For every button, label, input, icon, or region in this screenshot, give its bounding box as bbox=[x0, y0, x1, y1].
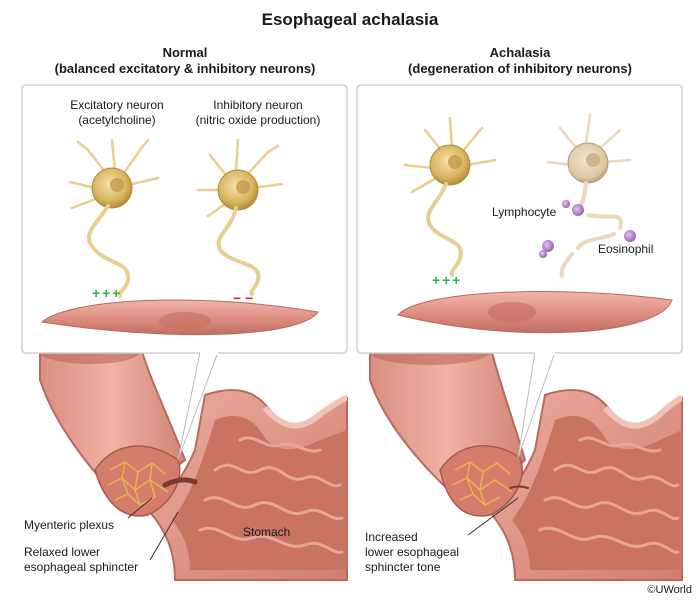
inhibitory-signal-normal: − − bbox=[233, 290, 254, 306]
normal-heading: Normal bbox=[162, 45, 208, 60]
increased-les-line-2: lower esophageal bbox=[365, 545, 460, 559]
stomach-label: Stomach bbox=[243, 525, 291, 539]
eosinophil-cells bbox=[539, 230, 636, 258]
copyright-notice: ©UWorld bbox=[647, 584, 692, 596]
increased-les-tone-label: Increased lower esophageal sphincter ton… bbox=[365, 530, 459, 575]
relaxed-les-line-2: esophageal sphincter bbox=[24, 560, 139, 574]
normal-anatomy bbox=[22, 340, 348, 581]
inhibitory-neuron-transmitter: (nitric oxide production) bbox=[195, 113, 321, 127]
inhibitory-neuron bbox=[196, 138, 284, 296]
gastric-folds bbox=[538, 436, 680, 554]
lymphocyte-cells bbox=[562, 200, 584, 216]
lymphocyte-label: Lymphocyte bbox=[492, 205, 557, 219]
achalasia-panel bbox=[356, 84, 683, 581]
inhibitory-neuron-title: Inhibitory neuron bbox=[213, 98, 303, 112]
myenteric-plexus-network bbox=[107, 461, 169, 506]
achalasia-excitatory-neuron bbox=[403, 116, 497, 277]
eosinophil-label: Eosinophil bbox=[598, 242, 654, 256]
degenerating-inhibitory-neuron bbox=[546, 113, 632, 278]
figure-title: Esophageal achalasia bbox=[261, 10, 439, 29]
myenteric-plexus-label: Myenteric plexus bbox=[24, 518, 115, 532]
excitatory-signal-achalasia: + + + bbox=[432, 272, 460, 288]
gastric-folds bbox=[198, 436, 344, 554]
relaxed-les-line-1: Relaxed lower bbox=[24, 545, 101, 559]
normal-smooth-muscle-cell bbox=[40, 299, 319, 336]
excitatory-neuron bbox=[68, 138, 160, 298]
normal-zoom-box bbox=[21, 84, 348, 354]
achalasia-smooth-muscle-cell bbox=[397, 291, 673, 334]
normal-panel-header: Normal (balanced excitatory & inhibitory… bbox=[30, 45, 340, 77]
myenteric-plexus-network bbox=[451, 461, 513, 506]
excitatory-signal-normal: + + + bbox=[92, 285, 120, 301]
achalasia-panel-header: Achalasia (degeneration of inhibitory ne… bbox=[365, 45, 675, 77]
normal-subheading: (balanced excitatory & inhibitory neuron… bbox=[54, 61, 316, 76]
excitatory-neuron-title: Excitatory neuron bbox=[70, 98, 164, 112]
excitatory-neuron-transmitter: (acetylcholine) bbox=[78, 113, 156, 127]
normal-panel bbox=[21, 84, 348, 581]
achalasia-heading: Achalasia bbox=[489, 45, 551, 60]
inhibitory-neuron-label: Inhibitory neuron (nitric oxide producti… bbox=[178, 98, 338, 128]
excitatory-neuron-label: Excitatory neuron (acetylcholine) bbox=[52, 98, 182, 128]
achalasia-subheading: (degeneration of inhibitory neurons) bbox=[408, 61, 632, 76]
relaxed-les-label: Relaxed lower esophageal sphincter bbox=[24, 545, 138, 575]
increased-les-line-1: Increased bbox=[365, 530, 418, 544]
achalasia-anatomy bbox=[369, 339, 683, 581]
increased-les-line-3: sphincter tone bbox=[365, 560, 441, 574]
